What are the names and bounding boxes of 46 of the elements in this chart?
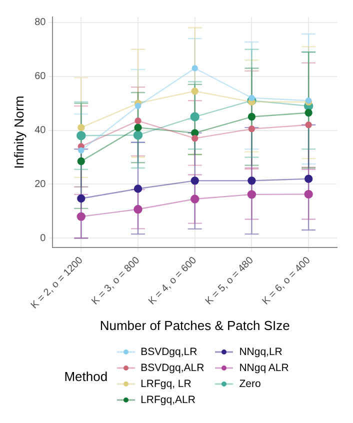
point xyxy=(134,124,142,132)
point xyxy=(134,102,142,110)
y-tick-label: 40 xyxy=(34,125,46,136)
x-tick-label: K = 6, o = 400 xyxy=(260,254,313,308)
point xyxy=(304,108,312,117)
legend-label: NNgq ALR xyxy=(239,362,289,374)
point xyxy=(247,190,256,199)
legend-label: LRFgq, LR xyxy=(140,378,192,390)
point xyxy=(133,130,143,140)
y-tick-label: 80 xyxy=(34,17,46,28)
point xyxy=(190,112,200,122)
x-tick-label: K = 3, o = 800 xyxy=(90,254,142,308)
point xyxy=(248,112,256,121)
point xyxy=(78,147,84,154)
point xyxy=(78,124,85,132)
point xyxy=(304,174,313,183)
legend-label: BSVDgq,LR xyxy=(140,346,198,358)
y-tick-label: 0 xyxy=(40,232,46,244)
point xyxy=(192,65,198,72)
x-axis-title: Number of Patches & Patch SIze xyxy=(100,318,290,333)
point xyxy=(304,190,313,199)
point xyxy=(191,88,198,95)
x-tick-label: K = 5, o = 480 xyxy=(204,254,256,308)
point xyxy=(134,117,142,124)
x-tick-label: K = 4, o = 600 xyxy=(146,254,200,308)
point xyxy=(134,204,142,214)
point xyxy=(190,176,199,185)
y-tick-label: 20 xyxy=(34,178,46,190)
point xyxy=(248,126,256,132)
point xyxy=(248,176,256,185)
legend-label: Zero xyxy=(239,378,261,390)
legend-title: Method xyxy=(64,368,108,384)
legend-label: LRFgq,ALR xyxy=(140,394,196,406)
point xyxy=(190,194,200,204)
point xyxy=(76,212,86,221)
point xyxy=(192,134,198,142)
point xyxy=(248,94,255,101)
y-axis-title: Infinity Norm xyxy=(11,96,26,169)
point xyxy=(77,157,85,166)
y-tick-label: 60 xyxy=(34,71,46,82)
point xyxy=(305,122,312,128)
point xyxy=(77,194,86,203)
point xyxy=(134,184,142,193)
legend-label: NNgq,LR xyxy=(239,346,282,358)
legend-label: BSVDgq,ALR xyxy=(140,362,204,374)
point xyxy=(76,131,86,140)
